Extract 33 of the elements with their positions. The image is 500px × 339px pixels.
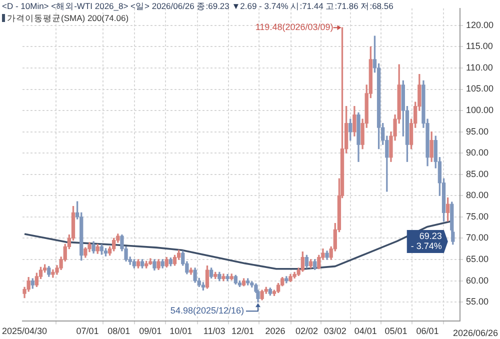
y-tick-label: 60.00 [466,275,489,286]
y-tick-label: 90.00 [466,148,489,158]
y-tick-label: 70.00 [466,232,489,243]
y-tick-label: 105.00 [466,84,494,94]
y-tick-label: 95.00 [466,126,489,136]
x-tick-label: 2025/04/30 [2,326,48,336]
x-tick-label: 02/02 [295,326,318,336]
y-tick-label: 115.00 [466,41,493,52]
x-tick-label: 08/01 [108,326,130,336]
x-tick-label: 07/01 [76,326,99,336]
y-tick-label: 120.00 [466,20,494,30]
annotation: 54.98(2025/12/16) [170,306,244,316]
y-tick-label: 110.00 [466,62,493,72]
text: 2026/06/26 [452,328,498,338]
y-tick-label: 75.00 [466,211,489,222]
y-tick-label: 80.00 [466,190,489,200]
y-tick-label: 55.00 [466,296,489,307]
legend-label: 가격이동평균(SMA) 200(74.06) [7,13,129,23]
y-tick-label: 65.00 [466,254,489,264]
x-tick-label: 03/02 [324,326,346,336]
annotation: 69.23 - 3.74% [410,230,442,251]
y-tick-label: 100.00 [466,105,494,116]
annotation: 119.48(2026/03/09) [255,22,334,32]
chart-title: <D - 10Min> <해외-WTI 2026_8> <일> 2026/06/26 종:69.23 ▼2.69 - 3.74% 시:71.44 고:71.86 저:68.56 [2,1,394,13]
y-tick-label: 85.00 [466,168,489,179]
x-tick-label: 12/01 [232,326,254,336]
x-tick-label: 05/01 [384,326,408,336]
x-tick-label: 06/01 [416,326,439,336]
x-tick-label: 11/03 [203,326,226,336]
x-tick-label: 10/01 [170,326,192,336]
x-tick-label: 09/01 [139,326,162,336]
x-tick-label: 2026 [265,326,286,336]
x-tick-label: 04/01 [354,326,377,336]
